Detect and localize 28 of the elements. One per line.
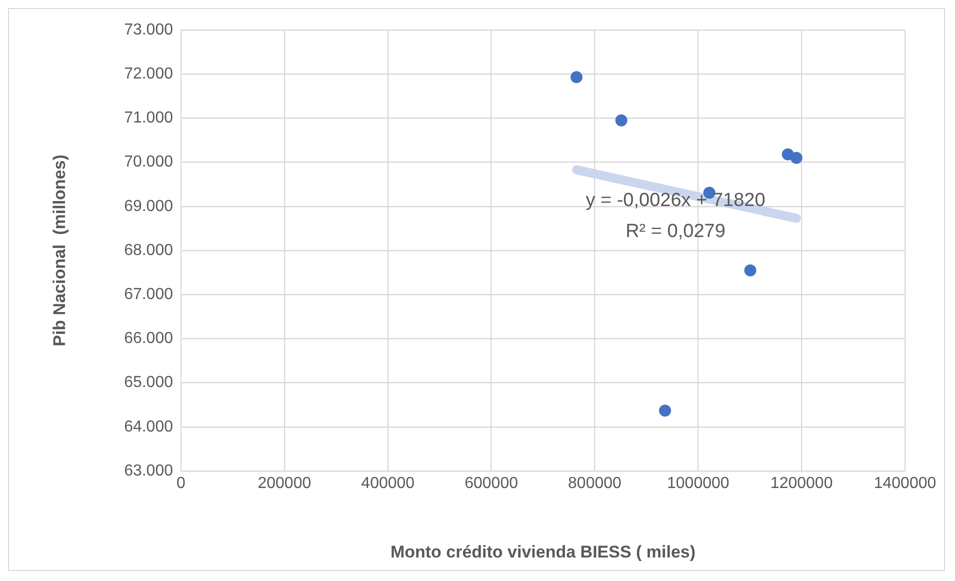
y-tick-label: 73.000 — [124, 21, 174, 38]
point — [570, 71, 583, 84]
x-tick-label: 200000 — [258, 475, 312, 492]
y-tick-label: 69.000 — [124, 198, 174, 215]
y-tick-label: 67.000 — [124, 286, 174, 304]
y-axis-title: Pib Nacional (millones) — [50, 154, 69, 346]
x-tick-label: 1200000 — [770, 475, 833, 492]
y-tick-label: 64.000 — [124, 418, 174, 436]
x-tick-label: 1000000 — [666, 475, 730, 492]
annotation: R² = 0,0279 — [626, 221, 726, 242]
x-tick-label: 800000 — [568, 475, 622, 492]
annotation: y = -0,0026x + 71820 — [586, 190, 766, 212]
x-tick-label: 0 — [176, 475, 186, 492]
y-tick-label: 68.000 — [124, 242, 174, 259]
point — [615, 114, 628, 126]
y-tick-label: 72.000 — [124, 66, 174, 83]
x-tick-label: 1400000 — [874, 475, 936, 492]
y-tick-label: 71.000 — [124, 110, 174, 127]
y-tick-label: 66.000 — [124, 330, 174, 348]
x-axis-title: Monto crédito vivienda BIESS ( miles) — [390, 542, 696, 562]
x-tick-label: 400000 — [361, 475, 415, 492]
x-tick-label: 600000 — [464, 475, 518, 492]
point — [659, 404, 672, 417]
y-tick-label: 63.000 — [124, 462, 174, 480]
point — [790, 152, 802, 164]
y-tick-label: 65.000 — [124, 374, 174, 392]
y-tick-label: 70.000 — [124, 154, 174, 171]
point — [744, 264, 756, 276]
